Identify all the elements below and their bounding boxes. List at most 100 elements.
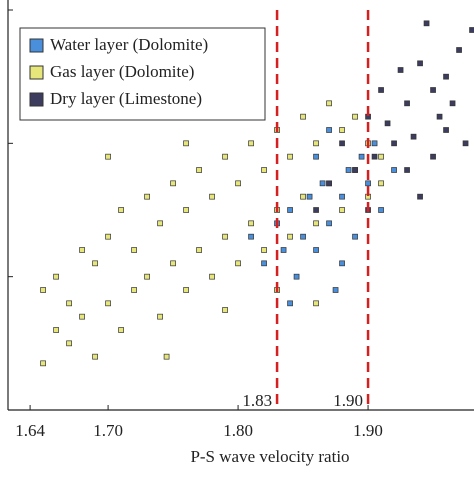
legend-swatch bbox=[29, 65, 44, 80]
point bbox=[469, 27, 474, 33]
point bbox=[92, 260, 98, 267]
point bbox=[423, 20, 430, 27]
point bbox=[235, 260, 241, 267]
point bbox=[66, 300, 72, 307]
point bbox=[293, 273, 300, 280]
point bbox=[417, 193, 423, 200]
point bbox=[352, 113, 358, 120]
reference-label: 1.83 bbox=[242, 391, 272, 410]
point bbox=[261, 247, 267, 253]
point bbox=[196, 167, 202, 173]
point bbox=[222, 233, 228, 240]
point bbox=[170, 180, 176, 187]
legend-label: Dry layer (Limestone) bbox=[50, 89, 202, 108]
point bbox=[261, 260, 267, 267]
point bbox=[417, 60, 423, 67]
point bbox=[345, 167, 352, 173]
point bbox=[339, 260, 345, 267]
point bbox=[300, 113, 306, 120]
point bbox=[105, 233, 111, 240]
point bbox=[306, 193, 313, 200]
point bbox=[92, 353, 98, 360]
point bbox=[131, 287, 137, 293]
point bbox=[209, 273, 215, 280]
point bbox=[384, 120, 391, 127]
legend-box bbox=[19, 27, 266, 121]
point bbox=[313, 140, 319, 147]
point bbox=[436, 113, 443, 120]
point bbox=[300, 233, 306, 240]
legend-swatch bbox=[29, 92, 44, 107]
point bbox=[300, 193, 306, 200]
point bbox=[261, 167, 267, 173]
x-tick-label: 1.64 bbox=[15, 421, 45, 440]
point bbox=[280, 247, 287, 253]
x-tick-label: 1.90 bbox=[353, 421, 383, 440]
point bbox=[352, 233, 358, 240]
point bbox=[313, 220, 319, 227]
point bbox=[248, 220, 254, 227]
point bbox=[313, 247, 319, 253]
point bbox=[378, 87, 384, 93]
point bbox=[66, 340, 72, 347]
point bbox=[287, 300, 293, 307]
point bbox=[391, 140, 397, 147]
point bbox=[79, 313, 85, 320]
point bbox=[443, 127, 449, 133]
reference-label: 1.90 bbox=[333, 391, 363, 410]
point bbox=[157, 220, 163, 227]
point bbox=[287, 153, 293, 160]
point bbox=[287, 207, 293, 213]
point bbox=[183, 287, 189, 293]
point bbox=[391, 167, 397, 173]
point bbox=[248, 140, 254, 147]
point bbox=[430, 153, 436, 160]
point bbox=[40, 360, 46, 367]
point bbox=[313, 300, 319, 307]
point bbox=[313, 153, 319, 160]
point bbox=[118, 327, 124, 333]
point bbox=[196, 247, 202, 253]
point bbox=[449, 100, 456, 107]
point bbox=[365, 180, 371, 187]
point bbox=[339, 193, 345, 200]
point bbox=[339, 140, 345, 147]
point bbox=[410, 133, 417, 140]
point bbox=[371, 140, 378, 147]
x-tick-label: 1.70 bbox=[93, 421, 123, 440]
point bbox=[313, 207, 319, 213]
legend-swatch bbox=[29, 38, 44, 53]
point bbox=[131, 247, 137, 253]
point bbox=[352, 167, 358, 173]
point bbox=[105, 300, 111, 307]
point bbox=[319, 180, 326, 187]
point bbox=[404, 167, 410, 173]
point bbox=[209, 193, 215, 200]
x-axis-label: P-S wave velocity ratio bbox=[190, 447, 349, 466]
point bbox=[40, 287, 46, 293]
point bbox=[235, 180, 241, 187]
point bbox=[157, 313, 163, 320]
point bbox=[144, 193, 150, 200]
point bbox=[462, 140, 469, 147]
point bbox=[118, 207, 124, 213]
point bbox=[105, 153, 111, 160]
point bbox=[170, 260, 176, 267]
point bbox=[371, 153, 378, 160]
point bbox=[287, 233, 293, 240]
point bbox=[339, 207, 345, 213]
point bbox=[378, 207, 384, 213]
point bbox=[163, 353, 170, 360]
point bbox=[326, 220, 332, 227]
point bbox=[53, 273, 59, 280]
point bbox=[222, 307, 228, 313]
point bbox=[326, 127, 332, 133]
point bbox=[378, 153, 384, 160]
point bbox=[183, 140, 189, 147]
point bbox=[183, 207, 189, 213]
point bbox=[144, 273, 150, 280]
point bbox=[248, 233, 254, 240]
point bbox=[443, 73, 449, 80]
